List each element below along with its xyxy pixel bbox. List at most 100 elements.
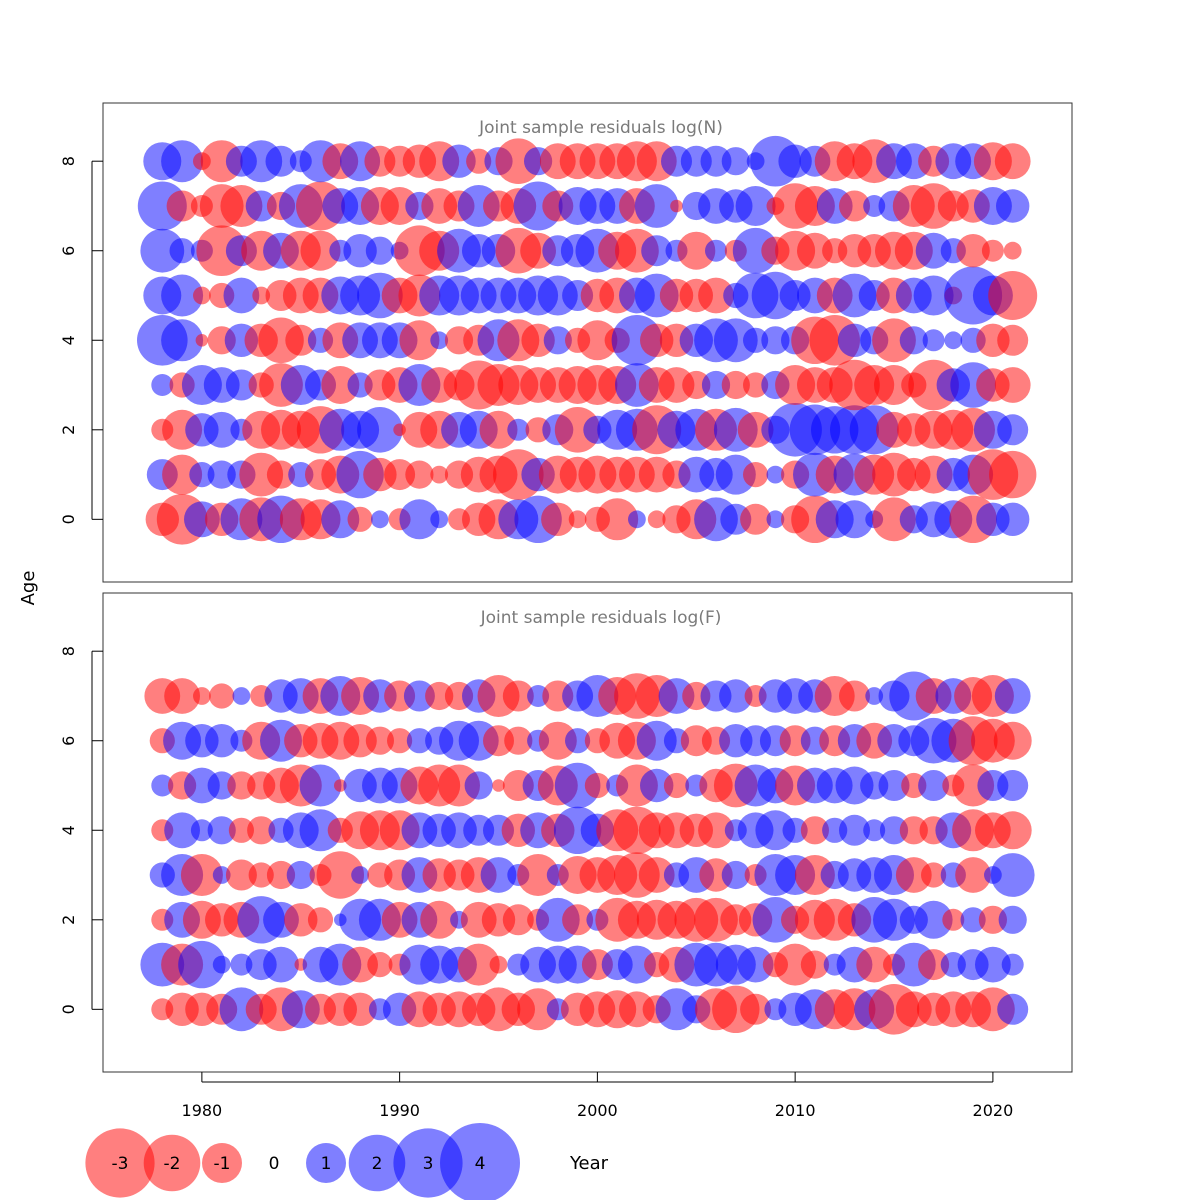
bubble	[990, 853, 1035, 897]
bubble	[405, 460, 434, 489]
bubble	[913, 275, 954, 316]
bubble	[225, 369, 257, 401]
y-axis: 0 2 4 6 8	[59, 646, 103, 1014]
bubble	[956, 234, 990, 268]
bubble	[207, 816, 236, 845]
bubble	[457, 943, 500, 986]
bubble	[921, 862, 947, 888]
legend-bubble	[348, 1134, 406, 1192]
bubble	[766, 510, 785, 529]
bubble	[343, 992, 377, 1026]
bubble	[993, 811, 1032, 850]
bubble	[479, 410, 518, 449]
bubble	[365, 726, 394, 755]
bubble	[430, 465, 449, 484]
bubble	[863, 819, 886, 842]
y-tick-label: 4	[59, 825, 78, 835]
bubble	[634, 184, 679, 228]
bubble	[942, 908, 965, 931]
bubble	[743, 327, 769, 353]
bubble	[698, 812, 734, 849]
bubble	[193, 687, 211, 705]
bubble	[299, 764, 342, 807]
bubble	[507, 418, 530, 441]
bubble	[743, 462, 769, 488]
bubble	[442, 144, 476, 178]
bubble	[203, 411, 240, 448]
x-axis-title: Year	[569, 1153, 609, 1174]
bubble	[839, 680, 870, 712]
y-tick-label: 8	[59, 646, 78, 656]
bubble	[997, 414, 1029, 446]
bubble	[343, 234, 377, 268]
bubble	[343, 724, 377, 758]
x-tick-label: 1990	[379, 1101, 420, 1120]
bubble	[299, 809, 342, 852]
x-axis: 1980 1990 2000 2010 2020	[182, 1072, 1014, 1120]
bubble	[169, 238, 195, 264]
bubble	[721, 147, 750, 176]
bubble	[430, 331, 449, 350]
bubble	[384, 459, 416, 491]
bubble	[212, 866, 231, 884]
x-tick-label: 2010	[775, 1101, 816, 1120]
bubble	[161, 140, 204, 183]
bubble	[223, 277, 260, 314]
bubble	[997, 324, 1029, 356]
bubble	[228, 817, 254, 843]
bubble	[721, 860, 750, 890]
bubble	[915, 232, 952, 269]
bubble	[492, 779, 505, 792]
bubble	[489, 955, 508, 974]
bubble	[899, 816, 928, 845]
bubble	[193, 286, 211, 305]
bubble	[180, 854, 223, 896]
bubble	[856, 946, 893, 983]
bubble	[743, 372, 769, 398]
panel-log-n: Joint sample residuals log(N) 0 2 4 6 8	[59, 102, 1073, 583]
legend: -3 -2 -1 0 1 2 3 4	[85, 1123, 520, 1200]
x-tick-label: 2020	[973, 1101, 1014, 1120]
bubble	[367, 952, 393, 978]
bubble	[161, 274, 204, 317]
panel-frame	[102, 102, 1073, 583]
panel-frame	[102, 592, 1073, 1073]
bubble	[178, 940, 226, 989]
bubble	[740, 503, 772, 535]
bubble	[996, 502, 1030, 536]
bubble	[839, 190, 870, 222]
bubble	[835, 500, 874, 539]
y-tick-label: 4	[59, 335, 78, 345]
legend-bubble	[143, 1134, 201, 1192]
legend-label: -3	[112, 1154, 129, 1174]
bubble	[732, 227, 779, 274]
bubble	[543, 326, 572, 355]
bubble	[766, 465, 785, 484]
bubble	[988, 271, 1038, 320]
legend-bubble	[440, 1123, 520, 1200]
bubble	[735, 186, 776, 226]
bubble	[420, 900, 459, 939]
bubble	[761, 326, 790, 355]
legend-label: 4	[475, 1154, 486, 1174]
bubble	[425, 681, 454, 711]
bubble	[878, 770, 910, 801]
bubble	[252, 286, 271, 305]
bubble	[944, 331, 963, 350]
bubble	[151, 374, 174, 396]
y-tick-label: 0	[59, 1004, 78, 1014]
bubble	[321, 500, 360, 539]
bubble	[351, 866, 369, 884]
bubble	[466, 148, 492, 174]
bubble	[1001, 953, 1024, 976]
bubble	[641, 235, 673, 267]
bubble	[577, 320, 618, 361]
x-tick-label: 1980	[182, 1101, 223, 1120]
bubble	[699, 858, 733, 892]
bubble	[517, 988, 560, 1031]
legend-bubble	[202, 1143, 242, 1183]
panel-title: Joint sample residuals log(N)	[478, 118, 723, 138]
bubble	[430, 510, 449, 529]
bubble	[998, 905, 1027, 934]
